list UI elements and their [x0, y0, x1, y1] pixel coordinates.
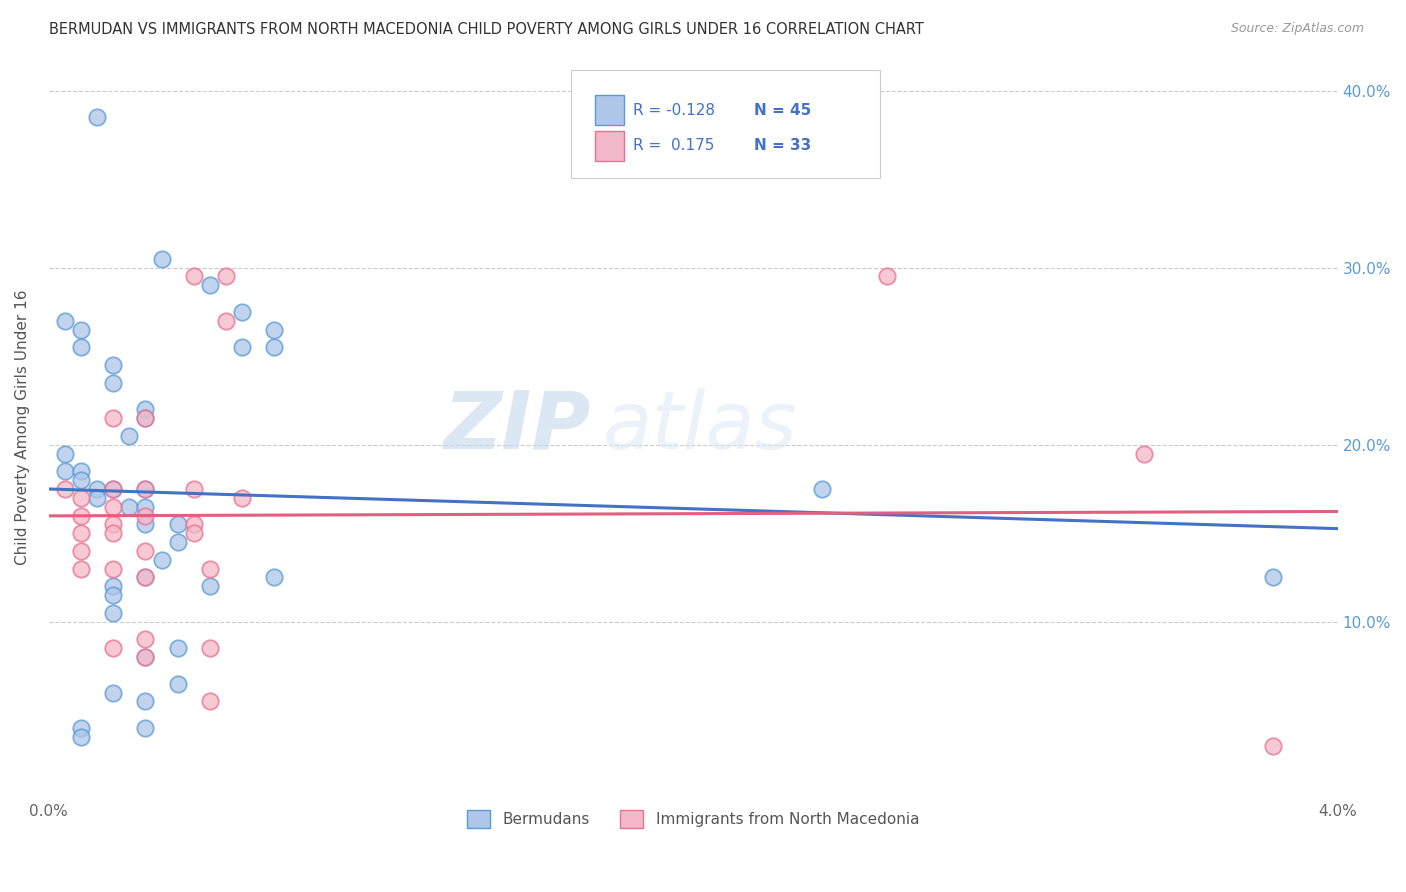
Point: [183, 269, 205, 284]
Point: [86, 482, 108, 496]
Point: [134, 694, 156, 708]
Point: [150, 553, 173, 567]
Point: [231, 340, 253, 354]
Point: [876, 269, 898, 284]
Point: [103, 606, 125, 620]
Point: [70, 340, 93, 354]
Text: N = 33: N = 33: [754, 138, 811, 153]
Point: [134, 411, 156, 425]
Point: [198, 579, 221, 593]
Point: [70, 464, 93, 478]
Point: [103, 376, 125, 390]
Y-axis label: Child Poverty Among Girls Under 16: Child Poverty Among Girls Under 16: [15, 289, 30, 565]
Point: [103, 500, 125, 514]
Point: [166, 535, 188, 549]
Point: [103, 482, 125, 496]
Point: [263, 323, 285, 337]
Point: [70, 508, 93, 523]
Point: [215, 269, 238, 284]
Point: [70, 561, 93, 575]
Point: [263, 340, 285, 354]
Point: [183, 526, 205, 541]
Point: [134, 650, 156, 665]
Point: [183, 482, 205, 496]
Point: [70, 526, 93, 541]
Point: [134, 570, 156, 584]
Point: [231, 305, 253, 319]
Point: [70, 721, 93, 735]
FancyBboxPatch shape: [571, 70, 880, 178]
Point: [103, 358, 125, 372]
Point: [134, 411, 156, 425]
Point: [103, 411, 125, 425]
Point: [103, 641, 125, 656]
Legend: Bermudans, Immigrants from North Macedonia: Bermudans, Immigrants from North Macedon…: [460, 802, 927, 836]
Text: Source: ZipAtlas.com: Source: ZipAtlas.com: [1230, 22, 1364, 36]
Point: [70, 323, 93, 337]
Point: [134, 650, 156, 665]
Point: [198, 278, 221, 293]
Point: [166, 517, 188, 532]
Point: [70, 544, 93, 558]
Point: [53, 482, 76, 496]
Text: N = 45: N = 45: [754, 103, 811, 118]
Point: [86, 491, 108, 505]
Point: [103, 685, 125, 699]
Point: [70, 473, 93, 487]
Text: atlas: atlas: [603, 388, 797, 466]
Point: [53, 314, 76, 328]
Text: R =  0.175: R = 0.175: [633, 138, 714, 153]
Point: [134, 500, 156, 514]
Text: BERMUDAN VS IMMIGRANTS FROM NORTH MACEDONIA CHILD POVERTY AMONG GIRLS UNDER 16 C: BERMUDAN VS IMMIGRANTS FROM NORTH MACEDO…: [49, 22, 924, 37]
Point: [231, 491, 253, 505]
Point: [134, 482, 156, 496]
Point: [166, 641, 188, 656]
FancyBboxPatch shape: [595, 131, 624, 161]
Point: [53, 464, 76, 478]
Point: [134, 482, 156, 496]
Point: [134, 632, 156, 647]
Point: [166, 677, 188, 691]
Point: [70, 491, 93, 505]
Text: ZIP: ZIP: [443, 388, 591, 466]
Point: [215, 314, 238, 328]
Text: R = -0.128: R = -0.128: [633, 103, 714, 118]
Point: [103, 579, 125, 593]
Point: [1263, 570, 1285, 584]
Point: [1133, 446, 1156, 460]
Point: [103, 561, 125, 575]
Point: [118, 500, 141, 514]
Point: [118, 429, 141, 443]
Point: [86, 110, 108, 124]
Point: [134, 544, 156, 558]
Point: [70, 730, 93, 744]
Point: [134, 402, 156, 417]
Point: [198, 561, 221, 575]
Point: [103, 517, 125, 532]
Point: [134, 570, 156, 584]
Point: [811, 482, 834, 496]
Point: [134, 508, 156, 523]
Point: [183, 517, 205, 532]
Point: [103, 482, 125, 496]
Point: [103, 526, 125, 541]
Point: [53, 446, 76, 460]
Point: [263, 570, 285, 584]
FancyBboxPatch shape: [595, 95, 624, 125]
Point: [134, 517, 156, 532]
Point: [103, 588, 125, 602]
Point: [198, 641, 221, 656]
Point: [198, 694, 221, 708]
Point: [134, 721, 156, 735]
Point: [150, 252, 173, 266]
Point: [1263, 739, 1285, 753]
